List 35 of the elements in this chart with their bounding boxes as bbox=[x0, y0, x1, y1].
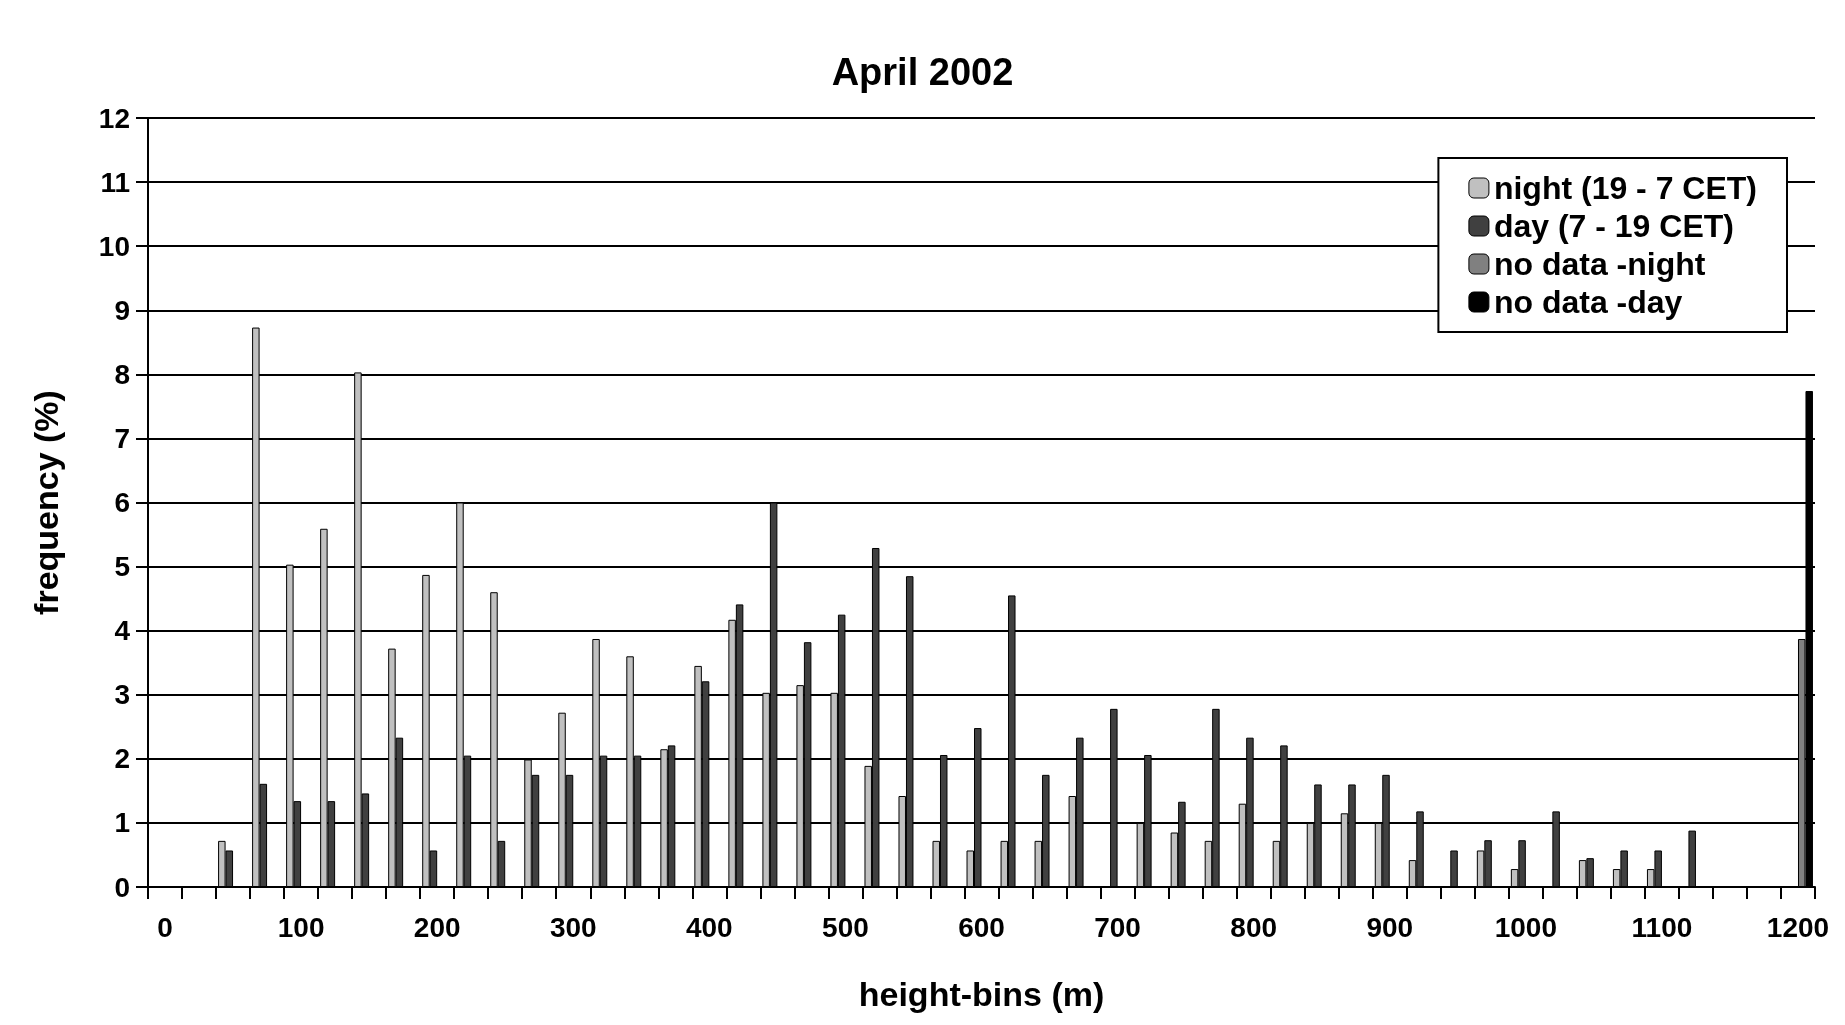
y-tick-label: 2 bbox=[114, 743, 130, 775]
x-axis-title: height-bins (m) bbox=[858, 975, 1105, 1013]
y-tick-label: 4 bbox=[114, 615, 131, 647]
bar bbox=[1688, 830, 1696, 887]
legend-label: night (19 - 7 CET) bbox=[1493, 170, 1757, 206]
chart-title: April 2002 bbox=[831, 51, 1014, 93]
x-tick-label: 800 bbox=[1230, 911, 1278, 943]
x-tick-label: 0 bbox=[157, 911, 173, 943]
y-tick-label: 1 bbox=[114, 807, 130, 839]
y-tick-label: 7 bbox=[114, 422, 130, 454]
y-tick-label: 6 bbox=[114, 487, 130, 518]
y-tick-label: 10 bbox=[98, 230, 130, 262]
y-tick-label: 12 bbox=[98, 102, 130, 134]
x-tick-label: 100 bbox=[277, 911, 325, 943]
x-tick-label: 1100 bbox=[1631, 911, 1693, 943]
x-tick-label: 300 bbox=[549, 911, 597, 943]
y-axis-title: frequency (%) bbox=[27, 390, 65, 615]
y-tick-label: 8 bbox=[114, 358, 130, 390]
y-tick-label: 0 bbox=[114, 871, 130, 903]
x-tick-label: 900 bbox=[1366, 911, 1414, 943]
x-tick-label: 200 bbox=[413, 911, 461, 943]
legend-label: no data -night bbox=[1493, 246, 1706, 282]
x-tick-label: 700 bbox=[1094, 911, 1141, 943]
x-tick-label: 1200 bbox=[1766, 911, 1830, 943]
x-tick-label: 1000 bbox=[1494, 911, 1557, 943]
y-tick-label: 3 bbox=[114, 679, 130, 711]
x-tick-label: 500 bbox=[822, 911, 869, 943]
bar bbox=[1450, 850, 1458, 887]
legend-label: no data -day bbox=[1493, 284, 1683, 320]
y-tick-label: 11 bbox=[100, 166, 130, 198]
x-tick-label: 400 bbox=[685, 911, 733, 943]
y-tick-label: 5 bbox=[114, 551, 130, 583]
y-tick-label: 9 bbox=[114, 294, 130, 326]
x-tick-label: 600 bbox=[958, 911, 1005, 943]
legend-label: day (7 - 19 CET) bbox=[1493, 208, 1734, 244]
